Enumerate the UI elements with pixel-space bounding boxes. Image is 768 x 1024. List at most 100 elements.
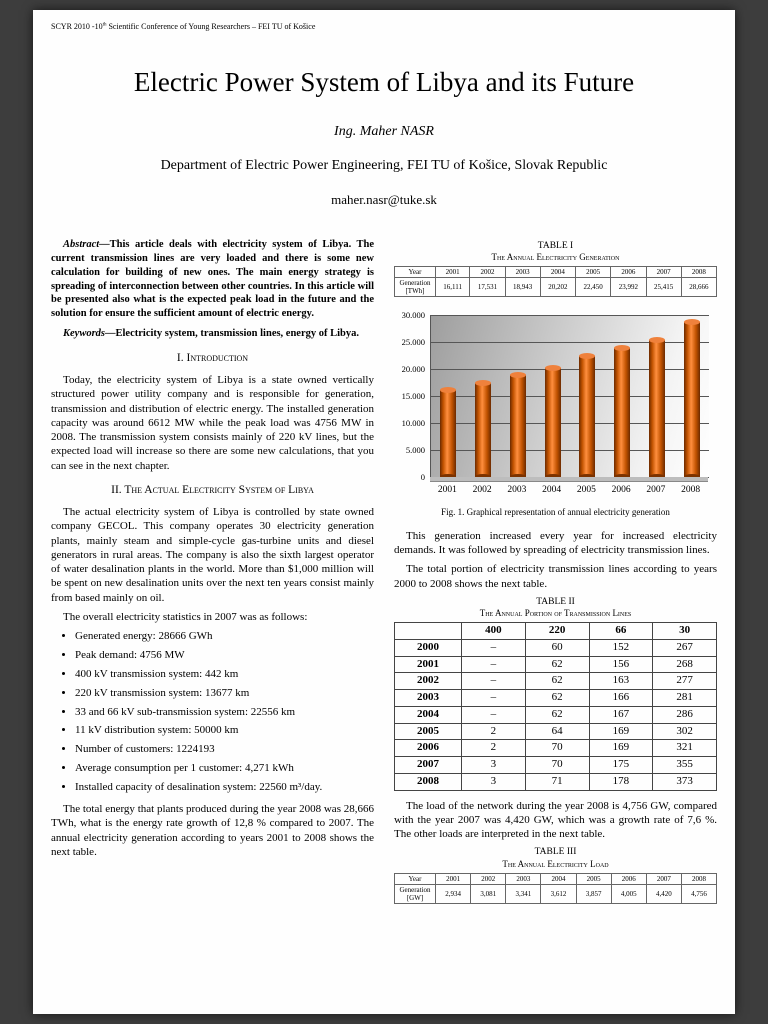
year-cell: 2001 [434, 872, 472, 885]
value-cell: 17,531 [469, 277, 506, 298]
year-cell: 2006 [610, 266, 647, 279]
y-tick-label: 5.000 [405, 445, 425, 456]
table-row: 2007 3 70 175 355 [394, 756, 717, 774]
value-cell: – [461, 638, 526, 657]
year-cell: 2005 [575, 872, 612, 885]
x-tick-label: 2006 [611, 485, 631, 496]
gridline [431, 396, 709, 398]
value-cell: – [461, 705, 526, 724]
column-header: 400 [461, 622, 526, 640]
y-tick-label: 10.000 [401, 418, 425, 429]
abstract-label: Abstract [63, 239, 100, 250]
column-header: 66 [588, 622, 654, 640]
gridline [431, 342, 709, 344]
statistic-item: 400 kV transmission system: 442 km [75, 667, 374, 681]
y-tick-label: 15.000 [401, 391, 425, 402]
paper-author: Ing. Maher NASR [334, 124, 434, 139]
conference-header-text: SCYR 2010 -10 [51, 22, 103, 31]
x-tick-label: 2002 [472, 485, 492, 496]
value-cell: 23,992 [610, 277, 647, 298]
year-data-table: Year 2001 2002 2003 2004 2005 2006 2007 2008 Gene… [394, 872, 718, 904]
abstract-text: —This article deals with electricity sys… [51, 239, 374, 320]
value-cell: 22,450 [575, 277, 612, 298]
paper-page: SCYR 2010 -10th Scientific Conference of… [33, 10, 735, 1014]
bar [440, 387, 457, 480]
year-cell: 2008 [680, 266, 718, 279]
value-cell: 267 [652, 638, 717, 657]
value-cell: 62 [524, 689, 590, 707]
chart-floor [430, 477, 708, 483]
keywords-label: Keywords [63, 328, 105, 340]
year-cell: 2004 [540, 872, 577, 885]
chart-x-axis: 2001 2002 2003 2004 2005 2006 2007 2008 [430, 484, 708, 496]
value-cell: 70 [524, 756, 590, 774]
abstract-paragraph: Abstract—This article deals with electri… [51, 238, 374, 321]
statistic-item: 11 kV distribution system: 50000 km [75, 723, 374, 737]
table1-subtitle: The Annual Electricity Generation [491, 252, 620, 263]
value-cell: 166 [588, 689, 654, 707]
year-cell: 2001 [434, 266, 471, 279]
bar [648, 336, 665, 480]
statistics-list: Generated energy: 28666 GWh Peak demand: … [75, 629, 374, 794]
gridline [431, 315, 709, 317]
value-cell: 18,943 [504, 277, 541, 298]
table1-container: Year 2001 2002 2003 2004 2005 2006 2007 2008 Gene… [394, 266, 718, 298]
value-cell: 3,341 [505, 883, 542, 904]
right-paragraph-3: The load of the network during the year … [394, 799, 717, 841]
table-row: 2004–62 167 286 [394, 705, 717, 724]
statistic-item: Installed capacity of desalination syste… [75, 780, 374, 794]
statistic-item: 220 kV transmission system: 13677 km [75, 686, 374, 700]
year-cell: 2005 [394, 722, 462, 741]
value-cell: 302 [652, 722, 717, 741]
value-cell: 4,756 [680, 883, 718, 904]
value-cell: 355 [652, 756, 717, 774]
value-cell: 286 [652, 705, 717, 724]
row-label: Year [394, 872, 436, 885]
section-1-heading: I. Introduction [176, 352, 249, 365]
y-tick-label: 25.000 [401, 337, 425, 348]
x-tick-label: 2001 [437, 485, 457, 496]
x-tick-label: 2008 [681, 485, 701, 496]
table-row: 2008 3 71 178 373 [394, 772, 717, 791]
value-cell: 3,081 [470, 883, 507, 904]
table1-caption: TABLE I [537, 241, 574, 251]
keywords-paragraph: Keywords—Electricity system, transmissio… [51, 327, 374, 341]
value-cell: 156 [588, 655, 654, 674]
table-row: 2001–62 156 268 [394, 655, 717, 674]
x-tick-label: 2003 [507, 485, 527, 496]
table-row: 2005 2 64 169 302 [394, 722, 717, 741]
two-column-layout: Abstract—This article deals with electri… [51, 238, 718, 910]
bar [544, 365, 561, 480]
year-cell: 2001 [394, 655, 462, 674]
year-cell: 2008 [394, 772, 462, 791]
value-cell: 16,111 [434, 277, 471, 298]
table2-subtitle: The Annual Portion of Transmission Lines [479, 608, 632, 619]
year-cell: 2002 [470, 872, 507, 885]
value-cell: 62 [524, 672, 590, 691]
x-tick-label: 2007 [646, 485, 666, 496]
column-header: 30 [652, 622, 717, 640]
year-cell: 2002 [469, 266, 506, 279]
section-2-paragraph-2: The overall electricity statistics in 20… [63, 611, 308, 624]
left-column: Abstract—This article deals with electri… [51, 238, 374, 910]
column-header [394, 622, 462, 640]
table-header-row: 400 220 66 30 [394, 622, 717, 640]
introduction-paragraph: Today, the electricity system of Libya i… [51, 373, 374, 472]
conference-header-superscript: th [102, 22, 107, 28]
value-cell: 2,934 [434, 883, 472, 904]
table-row: Generation [GW] 2,934 3,081 3,341 3,612 3,857… [394, 883, 718, 904]
bar [509, 371, 526, 480]
statistic-item: 33 and 66 kV sub-transmission system: 22… [75, 705, 374, 719]
value-cell: – [461, 672, 526, 691]
table3-container: Year 2001 2002 2003 2004 2005 2006 2007 2008 Gene… [394, 872, 718, 904]
table-row: Year 2001 2002 2003 2004 2005 2006 2007 2008 [394, 266, 718, 279]
value-cell: 2 [461, 739, 526, 758]
table3-caption: TABLE III [534, 847, 577, 858]
conference-header-rest: Scientific Conference of Young Researche… [106, 22, 316, 31]
keywords-text: —Electricity system, transmission lines,… [105, 328, 360, 340]
right-paragraph-2: The total portion of electricity transmi… [394, 563, 717, 590]
bar [475, 379, 492, 479]
year-cell: 2006 [610, 872, 647, 885]
section-2-paragraph-1: The actual electricity system of Libya i… [51, 505, 374, 604]
